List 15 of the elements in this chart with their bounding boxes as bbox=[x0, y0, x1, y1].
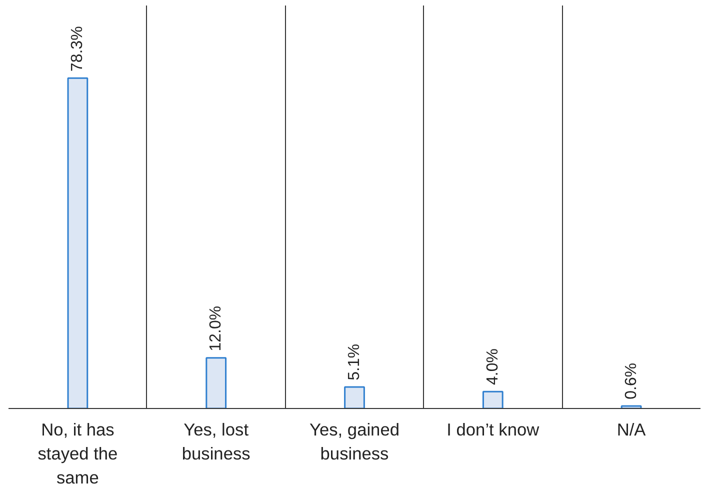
data-label: 78.3% bbox=[69, 26, 86, 72]
data-label: 4.0% bbox=[484, 348, 502, 386]
x-tick-label: Yes, gained business bbox=[310, 420, 400, 464]
x-tick-label: N/A bbox=[616, 420, 646, 440]
bar bbox=[206, 357, 227, 408]
x-tick-label: No, it has stayed the same bbox=[38, 420, 118, 488]
bar bbox=[620, 405, 642, 408]
x-tick-label: Yes, lost business bbox=[182, 420, 251, 464]
data-label: 5.1% bbox=[346, 344, 363, 380]
bar bbox=[482, 390, 504, 408]
data-label: 0.6% bbox=[622, 362, 640, 400]
data-label: 12.0% bbox=[208, 306, 225, 352]
x-tick-label: I don’t know bbox=[446, 420, 540, 440]
bar bbox=[67, 77, 88, 408]
bar bbox=[344, 386, 365, 408]
